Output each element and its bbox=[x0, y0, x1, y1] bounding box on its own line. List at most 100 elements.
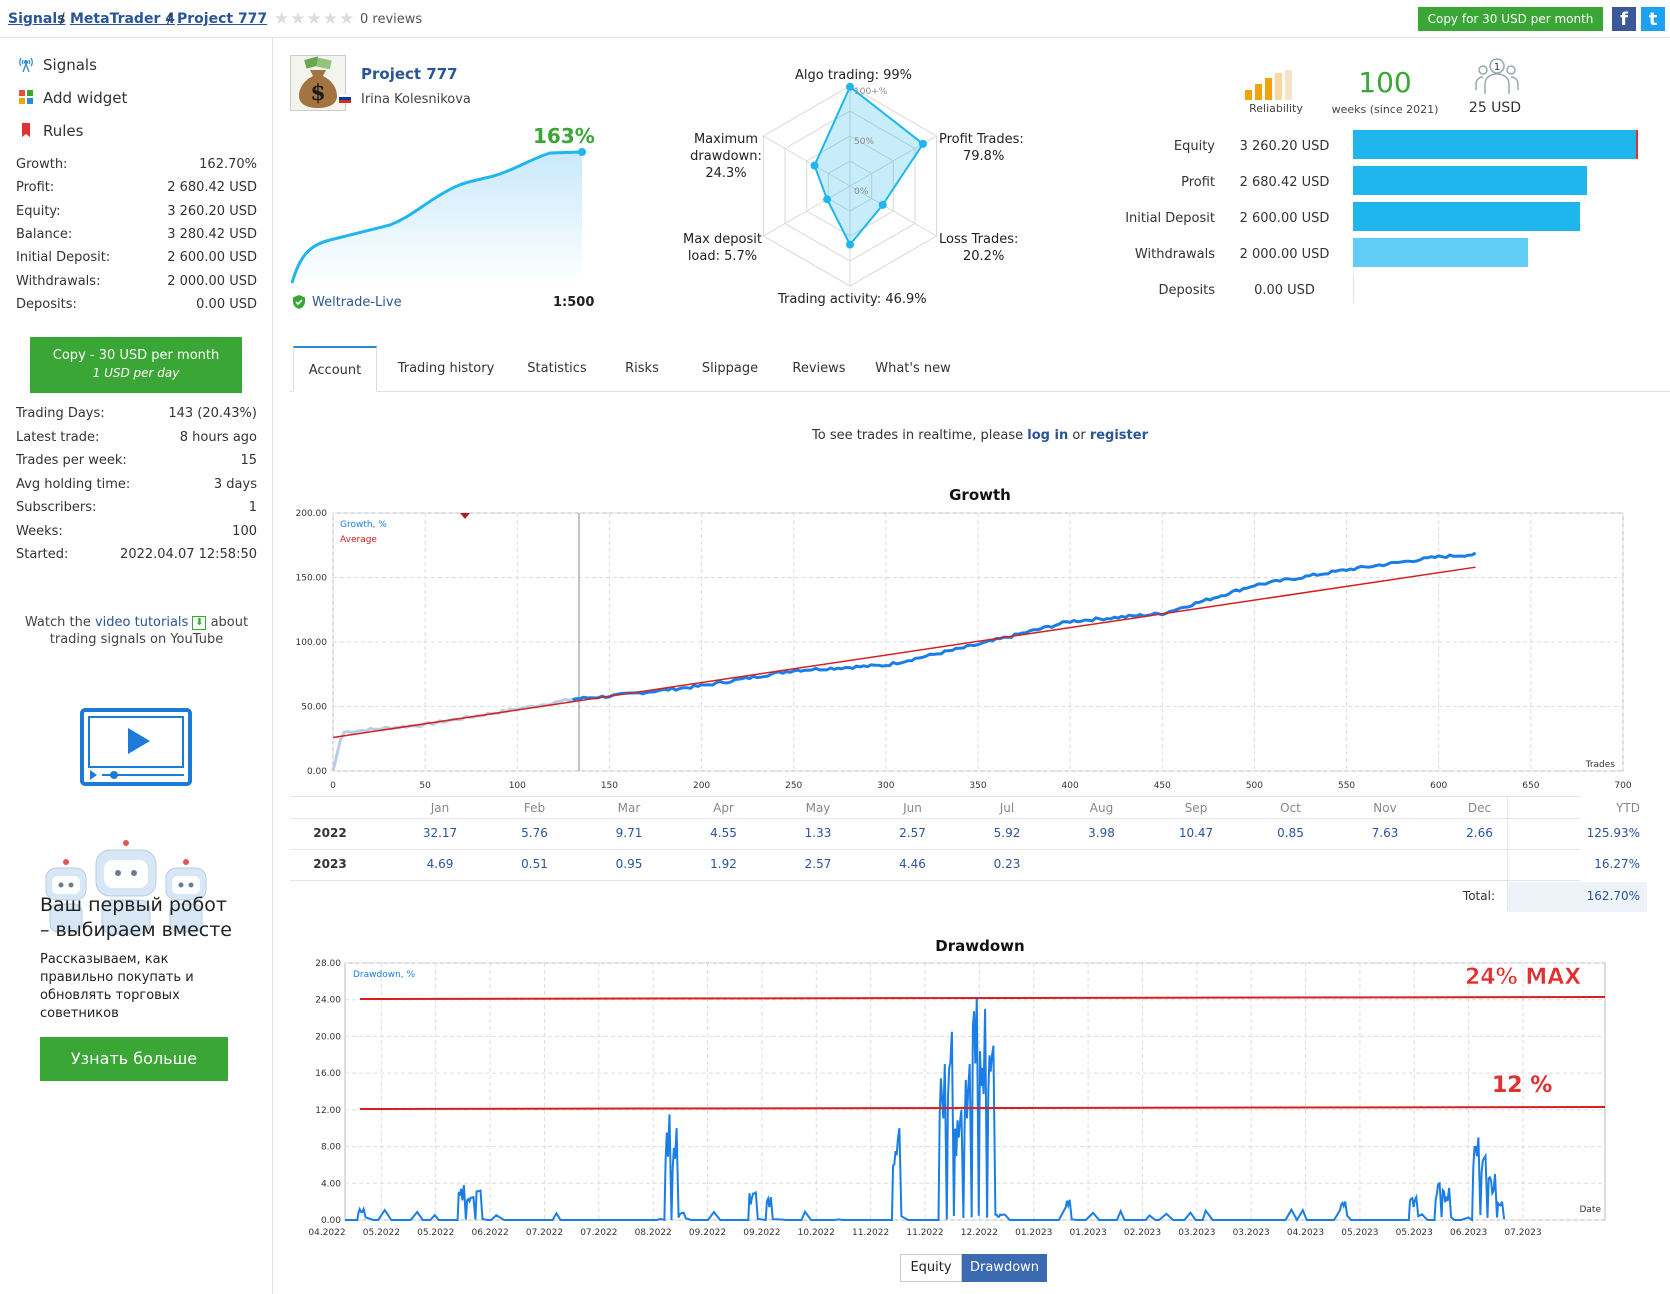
copy-top-button[interactable]: Copy for 30 USD per month bbox=[1418, 7, 1603, 31]
balance-bar-value: 0.00 USD bbox=[1254, 283, 1315, 298]
equity-toggle[interactable]: Equity bbox=[900, 1254, 962, 1282]
y-tick: 24.00 bbox=[315, 996, 341, 1006]
signal-author[interactable]: Irina Kolesnikova bbox=[361, 92, 471, 107]
x-tick: 400 bbox=[1062, 781, 1079, 791]
balance-bar-label: Equity bbox=[1173, 139, 1215, 154]
breadcrumb-signals[interactable]: Signals bbox=[8, 11, 66, 27]
x-axis-label: Trades bbox=[1585, 760, 1616, 770]
learn-more-button[interactable]: Узнать больше bbox=[40, 1037, 228, 1081]
drawdown-toggle[interactable]: Drawdown bbox=[962, 1254, 1047, 1282]
stat-value: 100 bbox=[232, 523, 257, 539]
stat-row: Withdrawals: 2 000.00 USD bbox=[16, 274, 257, 289]
sidebar-item-rules[interactable]: Rules bbox=[18, 122, 83, 140]
stat-value: 2 680.42 USD bbox=[167, 180, 257, 196]
x-tick: 05.2022 bbox=[417, 1228, 454, 1238]
copy-subscribe-button[interactable]: Copy - 30 USD per month 1 USD per day bbox=[30, 337, 242, 393]
stat-value: 2 000.00 USD bbox=[167, 273, 257, 289]
radar-point bbox=[878, 200, 887, 209]
x-tick: 09.2022 bbox=[689, 1228, 726, 1238]
stat-label: Latest trade: bbox=[16, 429, 100, 445]
tab-what-s-new[interactable]: What's new bbox=[875, 361, 951, 376]
total-value: 162.70% bbox=[1586, 889, 1640, 903]
radar-label-line: 24.3% bbox=[705, 166, 747, 181]
stat-row: Subscribers: 1 bbox=[16, 500, 257, 515]
x-tick: 03.2023 bbox=[1178, 1228, 1215, 1238]
x-tick: 500 bbox=[1246, 781, 1263, 791]
growth-percent: 163% bbox=[533, 124, 595, 148]
radar-axis bbox=[763, 185, 851, 237]
drawdown-plot-area bbox=[344, 962, 1606, 1221]
ytd-value: 16.27% bbox=[1594, 857, 1640, 871]
radar-label-line: 79.8% bbox=[963, 149, 1005, 164]
video-tutorials-text: Watch the video tutorials ⬇ about tradin… bbox=[0, 614, 273, 648]
reviews-count[interactable]: 0 reviews bbox=[360, 12, 423, 27]
radar-chart: 100+% 50% 0% bbox=[762, 82, 938, 287]
x-tick: 600 bbox=[1430, 781, 1447, 791]
balance-bar-label: Deposits bbox=[1158, 283, 1215, 298]
x-tick: 11.2022 bbox=[906, 1228, 943, 1238]
tab-risks[interactable]: Risks bbox=[625, 361, 659, 376]
balance-bar-value: 2 600.00 USD bbox=[1239, 211, 1330, 226]
breadcrumb-project[interactable]: Project 777 bbox=[177, 11, 268, 27]
x-tick: 05.2022 bbox=[363, 1228, 400, 1238]
sidebar-item-label: Rules bbox=[43, 122, 84, 140]
stat-value: 3 280.42 USD bbox=[167, 226, 257, 242]
month-header: Jul bbox=[999, 801, 1015, 815]
sidebar-item-signals[interactable]: Signals bbox=[18, 56, 97, 74]
stat-label: Growth: bbox=[16, 157, 68, 172]
x-tick: 350 bbox=[969, 781, 986, 791]
month-value: 5.76 bbox=[521, 826, 548, 840]
x-tick: 03.2023 bbox=[1233, 1228, 1270, 1238]
tab-statistics[interactable]: Statistics bbox=[527, 361, 587, 376]
date-axis-label: Date bbox=[1579, 1205, 1601, 1215]
top-bar: Signals / MetaTrader 4 / Project 777 ★★★… bbox=[0, 0, 1670, 38]
stat-value: 2022.04.07 12:58:50 bbox=[120, 547, 257, 562]
radar-area bbox=[813, 85, 925, 247]
year-label: 2023 bbox=[313, 857, 347, 871]
tab-account[interactable]: Account bbox=[293, 346, 377, 392]
radar-activity-label: Trading activity: 46.9% bbox=[778, 292, 927, 307]
login-link[interactable]: log in bbox=[1027, 428, 1069, 443]
twitter-icon[interactable]: t bbox=[1641, 7, 1665, 31]
tab-trading-history[interactable]: Trading history bbox=[397, 361, 495, 376]
broker-name[interactable]: Weltrade-Live bbox=[312, 295, 402, 310]
drawdown-line bbox=[345, 996, 1506, 1223]
month-value: 0.51 bbox=[521, 857, 548, 871]
copy-price: Copy - 30 USD per month bbox=[52, 348, 220, 363]
stat-value: 1 bbox=[248, 500, 257, 515]
video-tutorials-link[interactable]: video tutorials bbox=[94, 615, 189, 630]
signal-icon bbox=[19, 57, 33, 72]
widget-icon bbox=[19, 90, 33, 104]
promo-title-line2: – выбираем вместе bbox=[40, 919, 232, 941]
month-value: 0.23 bbox=[993, 857, 1021, 871]
tab-slippage[interactable]: Slippage bbox=[701, 361, 759, 376]
x-tick: 700 bbox=[1614, 781, 1631, 791]
month-header: Jan bbox=[430, 801, 450, 815]
register-link[interactable]: register bbox=[1089, 428, 1148, 443]
x-tick: 200 bbox=[693, 781, 710, 791]
radar-ring-100: 100+% bbox=[854, 87, 888, 97]
radar-loss-label: Loss Trades: 20.2% bbox=[939, 231, 1018, 265]
month-value: 32.17 bbox=[422, 826, 458, 840]
tab-reviews[interactable]: Reviews bbox=[792, 361, 846, 376]
radar-label-line: Loss Trades: bbox=[939, 232, 1019, 247]
facebook-icon[interactable]: f bbox=[1612, 7, 1636, 31]
reliability-label: Reliability bbox=[1249, 102, 1303, 115]
y-tick: 100.00 bbox=[296, 638, 328, 648]
sidebar-item-add-widget[interactable]: Add widget bbox=[18, 89, 127, 107]
average-line bbox=[332, 566, 1476, 739]
total-label: Total: bbox=[1462, 889, 1495, 903]
balance-bar bbox=[1353, 202, 1580, 231]
month-value: 2.66 bbox=[1466, 826, 1493, 840]
stat-row: Equity: 3 260.20 USD bbox=[16, 204, 257, 219]
signal-name[interactable]: Project 777 bbox=[361, 65, 458, 83]
video-player-icon[interactable] bbox=[80, 708, 192, 786]
stat-value: 8 hours ago bbox=[179, 429, 257, 445]
mini-growth-chart bbox=[290, 148, 586, 285]
stat-label: Weeks: bbox=[16, 523, 63, 539]
watch-pre: Watch the bbox=[24, 615, 91, 630]
radar-point bbox=[846, 240, 854, 249]
drawdown-chart: 0.00 4.00 8.00 12.00 16.00 20.00 24.00 28.00 04.… bbox=[308, 959, 1606, 1238]
breadcrumb-metatrader[interactable]: MetaTrader 4 bbox=[70, 11, 175, 27]
realtime-or: or bbox=[1072, 428, 1086, 443]
